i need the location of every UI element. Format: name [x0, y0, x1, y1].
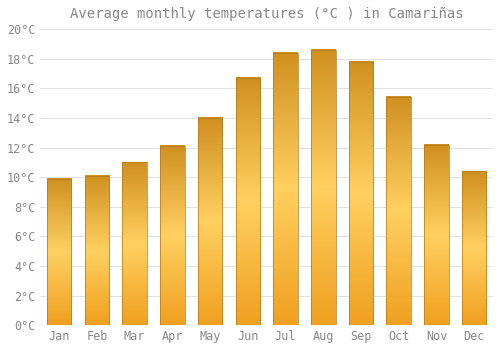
Bar [386, 97, 411, 325]
Bar [311, 50, 336, 325]
Bar [236, 78, 260, 325]
Bar [348, 62, 374, 325]
Bar [160, 146, 184, 325]
Bar [47, 178, 72, 325]
Title: Average monthly temperatures (°C ) in Camariñas: Average monthly temperatures (°C ) in Ca… [70, 7, 464, 21]
Bar [122, 162, 147, 325]
Bar [462, 171, 486, 325]
Bar [274, 53, 298, 325]
Bar [198, 118, 222, 325]
Bar [84, 176, 109, 325]
Bar [424, 145, 448, 325]
